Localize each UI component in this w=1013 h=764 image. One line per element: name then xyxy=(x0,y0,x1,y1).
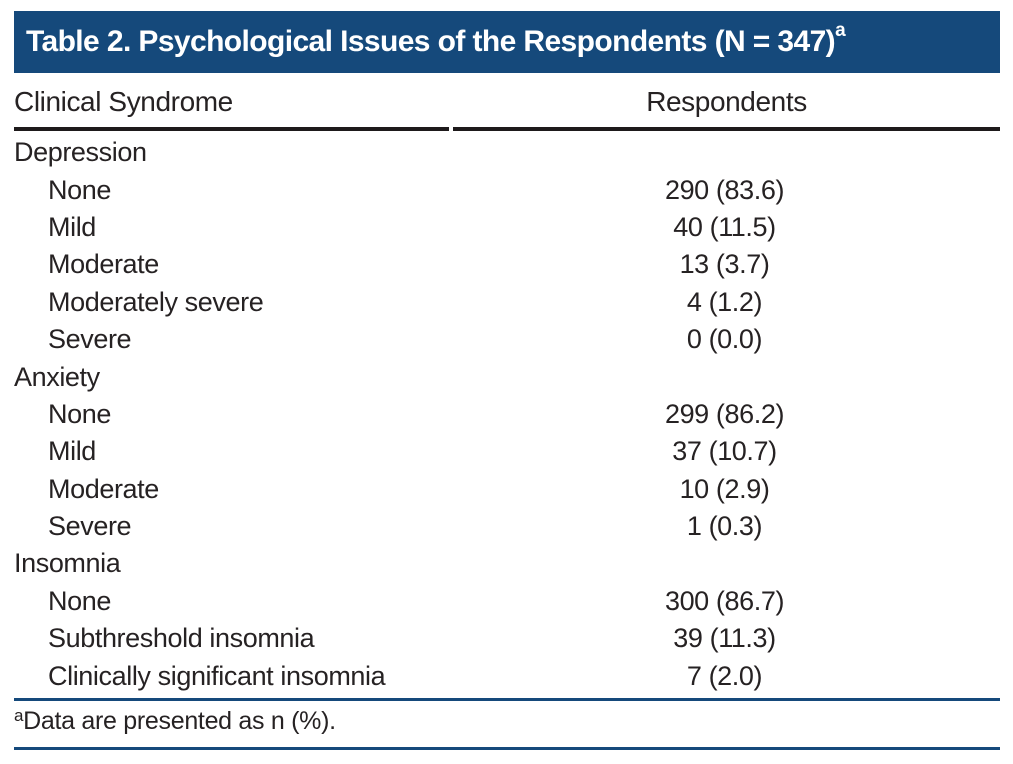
table-row: None 299 (86.2) xyxy=(14,396,1000,433)
table-row: Mild 40 (11.5) xyxy=(14,209,1000,246)
row-value: 40 (11.5) xyxy=(673,211,776,242)
row-value: 290 (83.6) xyxy=(664,174,785,205)
table-row: Clinically significant insomnia 7 (2.0) xyxy=(14,657,1000,694)
row-value: 4 (1.2) xyxy=(686,286,763,317)
table-row: None 290 (83.6) xyxy=(14,171,1000,208)
row-label: None xyxy=(48,174,111,205)
footnote-text: Data are presented as n (%). xyxy=(23,706,336,735)
row-value: 7 (2.0) xyxy=(686,660,763,691)
section-row-anxiety: Anxiety xyxy=(14,358,1000,395)
section-row-insomnia: Insomnia xyxy=(14,545,1000,582)
table-title-superscript: a xyxy=(835,20,846,41)
footnote-superscript: a xyxy=(14,705,24,725)
column-header-row: Clinical Syndrome Respondents xyxy=(14,73,1000,131)
row-value: 37 (10.7) xyxy=(672,436,777,467)
row-label: Clinically significant insomnia xyxy=(48,660,386,691)
table-row: Severe 0 (0.0) xyxy=(14,321,1000,358)
row-label: None xyxy=(48,398,111,429)
table-row: Mild 37 (10.7) xyxy=(14,433,1000,470)
row-value: 0 (0.0) xyxy=(686,324,763,355)
row-label: None xyxy=(48,585,111,616)
table-row: Moderate 10 (2.9) xyxy=(14,471,1000,508)
row-label: Moderately severe xyxy=(48,286,264,317)
row-label: Moderate xyxy=(48,249,159,280)
section-label: Insomnia xyxy=(14,548,121,579)
row-value: 299 (86.2) xyxy=(664,398,785,429)
row-value: 13 (3.7) xyxy=(679,249,770,280)
row-label: Mild xyxy=(48,436,96,467)
row-label: Severe xyxy=(48,511,132,542)
table-body: Depression None 290 (83.6) Mild 40 (11.5… xyxy=(14,131,1000,695)
section-row-depression: Depression xyxy=(14,134,1000,171)
table-row: Severe 1 (0.3) xyxy=(14,508,1000,545)
table-row: Moderate 13 (3.7) xyxy=(14,246,1000,283)
table-row: Subthreshold insomnia 39 (11.3) xyxy=(14,620,1000,657)
column-header-clinical-syndrome: Clinical Syndrome xyxy=(14,86,449,131)
row-label: Mild xyxy=(48,211,96,242)
table-row: Moderately severe 4 (1.2) xyxy=(14,284,1000,321)
section-label: Anxiety xyxy=(14,361,100,392)
row-label: Severe xyxy=(48,324,132,355)
row-label: Moderate xyxy=(48,473,159,504)
row-label: Subthreshold insomnia xyxy=(48,623,315,654)
row-value: 300 (86.7) xyxy=(664,585,785,616)
section-label: Depression xyxy=(14,137,147,168)
row-value: 10 (2.9) xyxy=(679,473,770,504)
row-value: 39 (11.3) xyxy=(673,623,776,654)
table-row: None 300 (86.7) xyxy=(14,583,1000,620)
footnote: aData are presented as n (%). xyxy=(14,697,1000,750)
table-title-bar: Table 2. Psychological Issues of the Res… xyxy=(14,11,1000,73)
row-value: 1 (0.3) xyxy=(686,511,763,542)
table-title: Table 2. Psychological Issues of the Res… xyxy=(26,25,836,58)
column-header-respondents: Respondents xyxy=(453,86,1000,131)
